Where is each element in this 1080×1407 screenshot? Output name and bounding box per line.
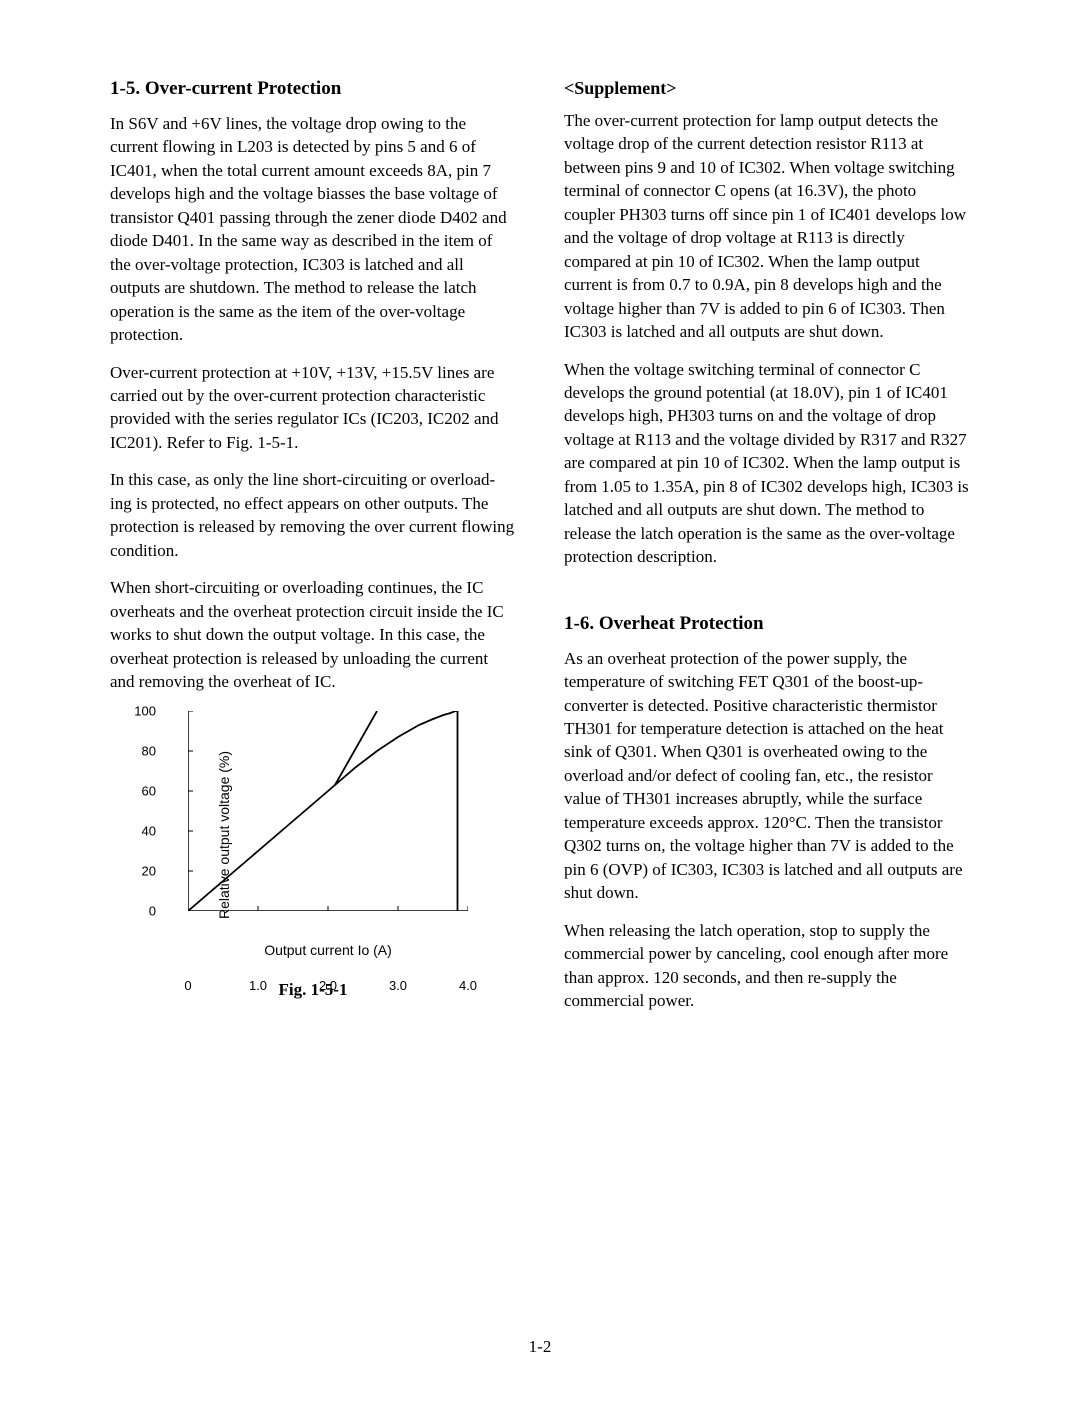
y-tick-label: 60 <box>128 784 156 799</box>
x-tick-label: 1.0 <box>249 978 267 993</box>
right-column: <Supplement> The over-current protection… <box>564 78 970 1026</box>
y-tick-label: 100 <box>128 704 156 719</box>
chart-y-label: Relative output voltage (%) <box>216 751 232 919</box>
figure-caption: Fig. 1-5-1 <box>279 980 348 1000</box>
x-tick-label: 2.0 <box>319 978 337 993</box>
para-1-5-a: In S6V and +6V lines, the voltage drop o… <box>110 112 516 347</box>
y-tick-label: 0 <box>128 904 156 919</box>
section-1-5-heading: 1-5. Over-current Protection <box>110 78 516 100</box>
supplement-heading: <Supplement> <box>564 78 970 99</box>
figure-1-5-1: Relative output voltage (%) 020406080100… <box>110 711 516 1000</box>
left-column: 1-5. Over-current Protection In S6V and … <box>110 78 516 1026</box>
y-tick-label: 20 <box>128 864 156 879</box>
para-1-6-b: When releasing the latch operation, stop… <box>564 919 970 1013</box>
para-1-6-a: As an overheat protection of the power s… <box>564 647 970 905</box>
x-tick-label: 0 <box>184 978 191 993</box>
chart-x-label: Output current Io (A) <box>188 942 468 958</box>
para-1-5-d: When short-circuiting or overloading con… <box>110 576 516 693</box>
x-tick-label: 4.0 <box>459 978 477 993</box>
page-number: 1-2 <box>0 1337 1080 1357</box>
para-1-5-b: Over-current protection at +10V, +13V, +… <box>110 361 516 455</box>
y-tick-label: 80 <box>128 744 156 759</box>
para-supp-b: When the voltage switching terminal of c… <box>564 358 970 569</box>
y-tick-label: 40 <box>128 824 156 839</box>
para-supp-a: The over-current protection for lamp out… <box>564 109 970 344</box>
x-tick-label: 3.0 <box>389 978 407 993</box>
section-1-6-heading: 1-6. Overheat Protection <box>564 613 970 635</box>
para-1-5-c: In this case, as only the line short-cir… <box>110 468 516 562</box>
chart-plot-area: Relative output voltage (%) 020406080100… <box>188 711 468 958</box>
